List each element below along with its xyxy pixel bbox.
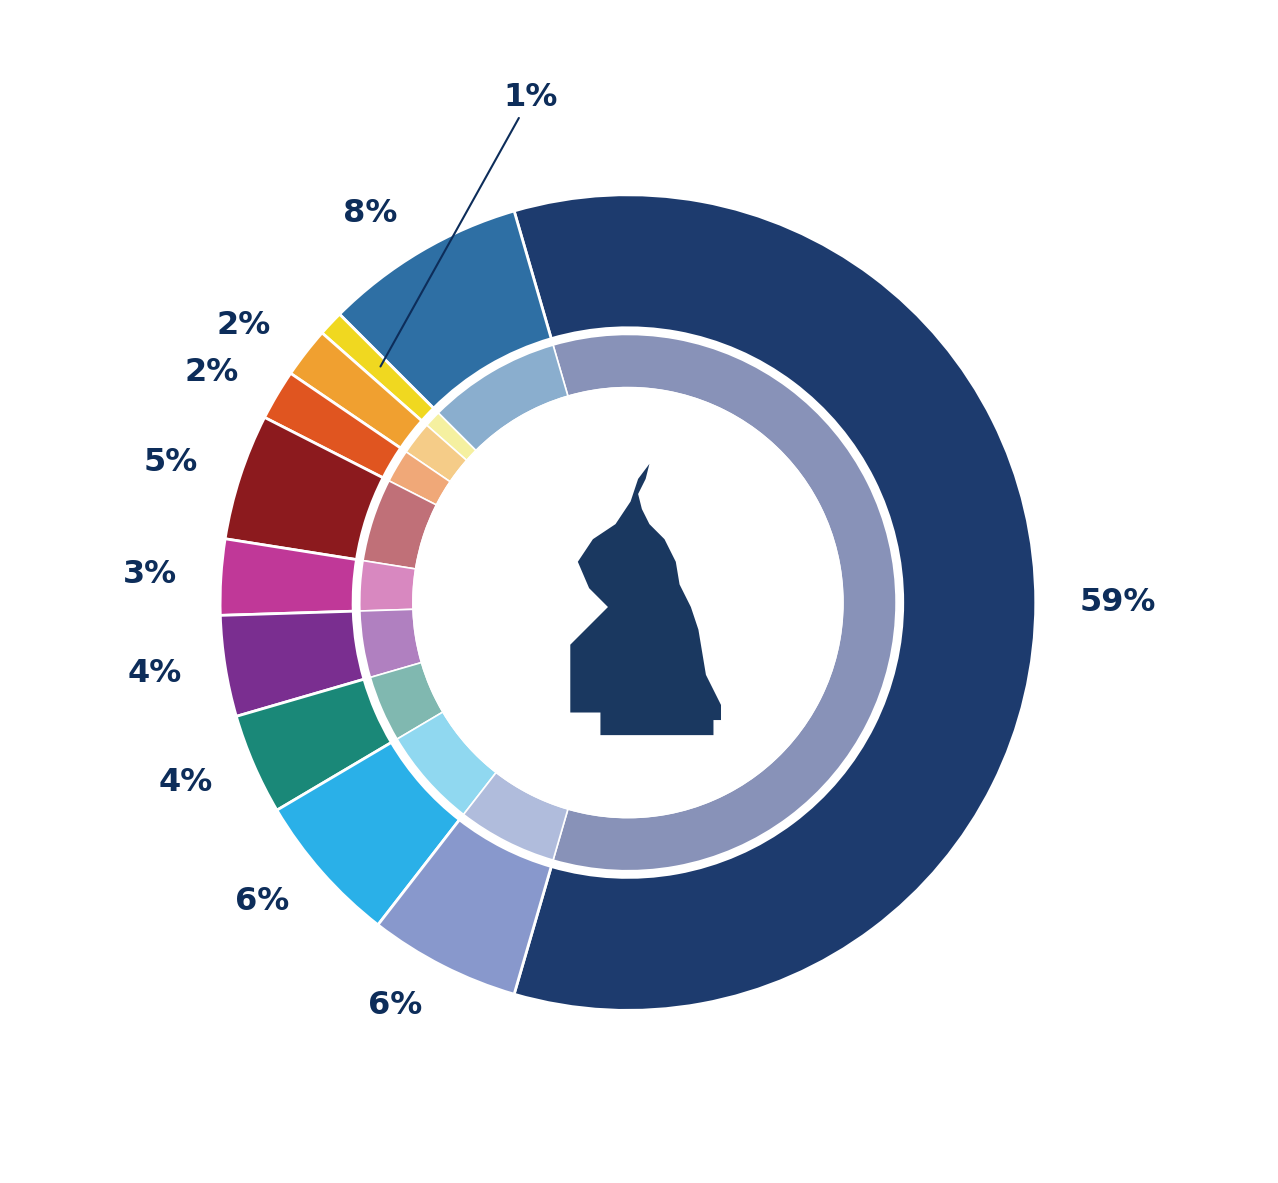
- Text: 5%: 5%: [143, 447, 198, 478]
- Wedge shape: [277, 743, 460, 925]
- Text: 1%: 1%: [381, 82, 557, 367]
- Wedge shape: [378, 820, 551, 994]
- Circle shape: [413, 388, 843, 817]
- Wedge shape: [553, 335, 896, 871]
- Text: 3%: 3%: [123, 558, 176, 589]
- Wedge shape: [220, 538, 357, 615]
- Wedge shape: [371, 662, 443, 739]
- Text: 6%: 6%: [235, 886, 289, 917]
- Text: 2%: 2%: [184, 357, 239, 388]
- Wedge shape: [220, 612, 364, 717]
- Text: 2%: 2%: [216, 310, 271, 341]
- Text: 59%: 59%: [1080, 587, 1157, 618]
- Wedge shape: [290, 332, 422, 448]
- Wedge shape: [397, 712, 496, 814]
- Wedge shape: [265, 374, 400, 478]
- Wedge shape: [225, 418, 383, 560]
- Polygon shape: [570, 464, 721, 735]
- Wedge shape: [406, 425, 466, 481]
- Wedge shape: [359, 561, 415, 610]
- Wedge shape: [427, 413, 475, 460]
- Wedge shape: [236, 679, 391, 810]
- Wedge shape: [389, 452, 450, 505]
- Wedge shape: [360, 609, 422, 678]
- Text: 6%: 6%: [368, 990, 423, 1021]
- Wedge shape: [464, 772, 567, 860]
- Wedge shape: [438, 345, 567, 451]
- Wedge shape: [514, 195, 1035, 1010]
- Wedge shape: [340, 211, 551, 408]
- Text: 4%: 4%: [127, 658, 181, 689]
- Text: 4%: 4%: [158, 767, 213, 797]
- Wedge shape: [322, 315, 433, 421]
- Text: 8%: 8%: [344, 198, 397, 228]
- Wedge shape: [363, 480, 436, 569]
